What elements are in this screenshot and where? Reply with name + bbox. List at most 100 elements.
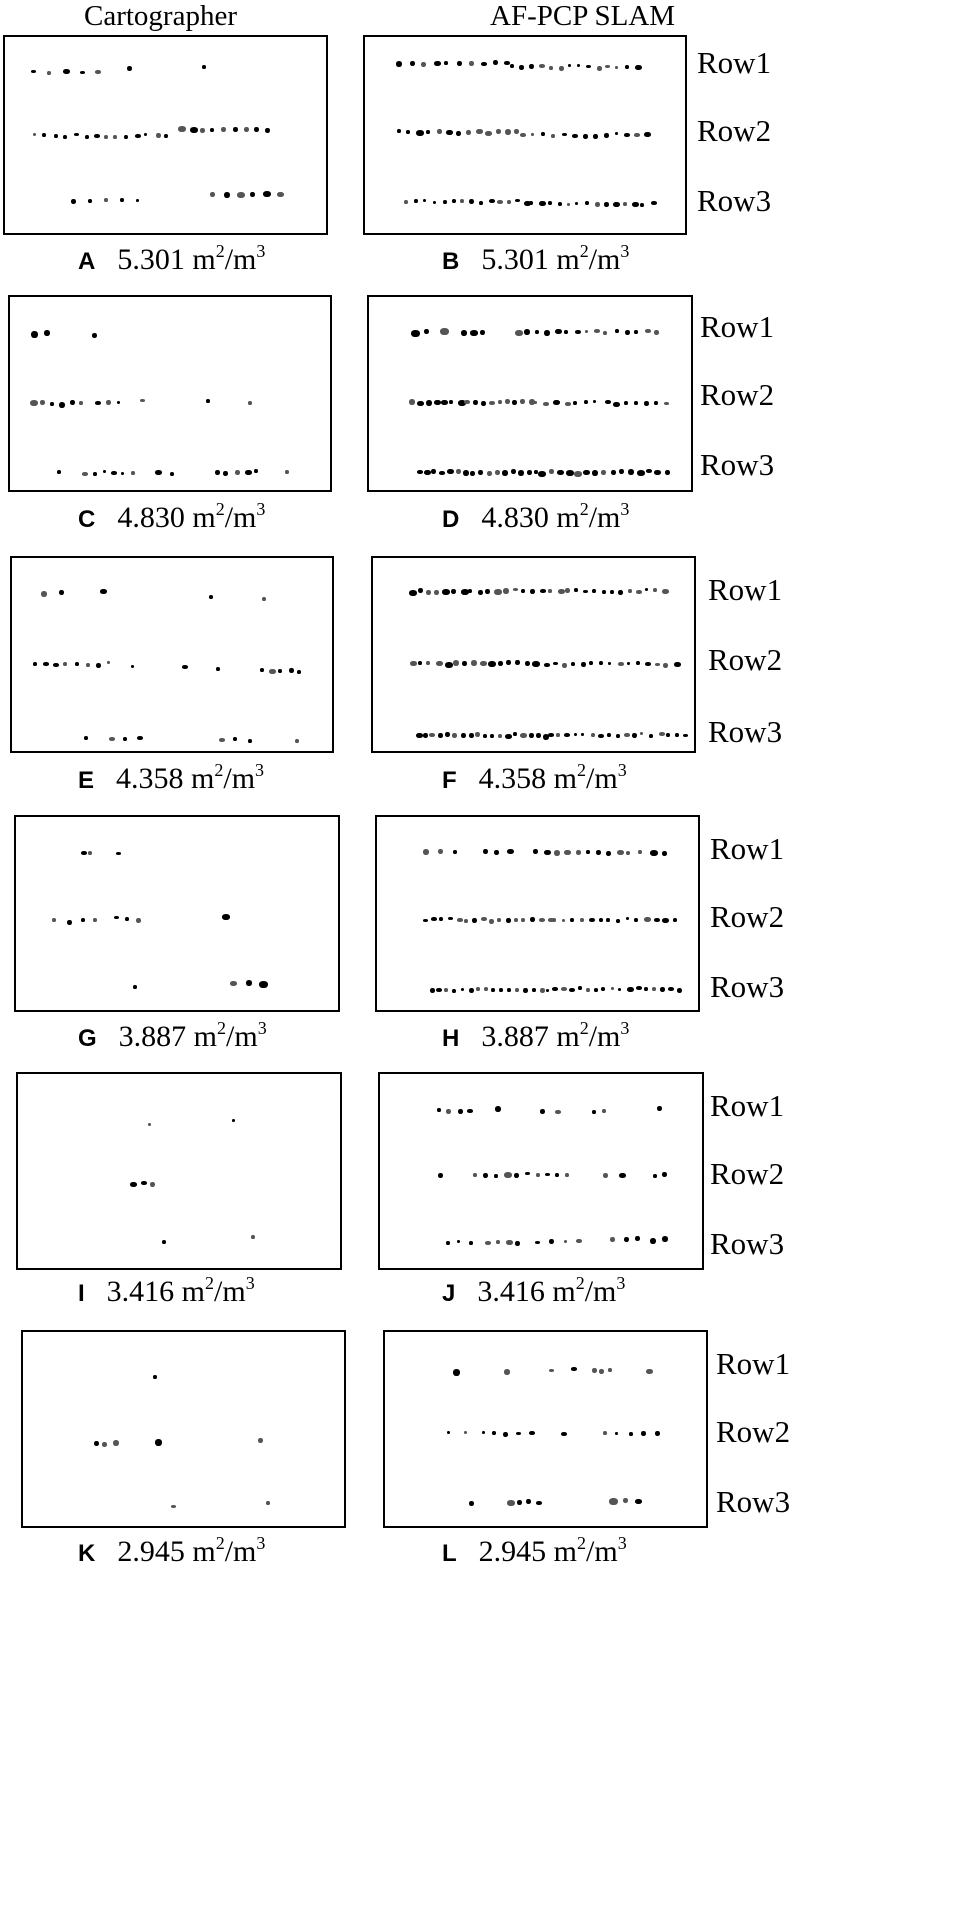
point-marker — [79, 70, 85, 74]
point-marker — [438, 849, 444, 855]
point-marker — [66, 919, 72, 925]
caption-a: A 5.301 m2/m3 — [78, 242, 265, 279]
point-marker — [181, 665, 188, 670]
area-value: 4.358 m2/m3 — [479, 761, 627, 795]
point-marker — [667, 986, 674, 991]
point-marker — [458, 1108, 464, 1114]
panel-f — [371, 556, 696, 753]
value-number: 3.416 — [477, 1275, 545, 1308]
point-marker — [103, 134, 108, 139]
point-marker — [639, 202, 644, 207]
point-marker — [494, 588, 503, 595]
point-marker — [607, 1368, 612, 1373]
point-marker — [30, 70, 36, 73]
point-marker — [445, 1240, 450, 1245]
point-marker — [580, 661, 586, 667]
point-marker — [521, 588, 526, 593]
point-marker — [469, 61, 475, 67]
point-marker — [596, 65, 602, 71]
panel-i — [16, 1072, 342, 1270]
point-marker — [221, 127, 227, 133]
unit-separator: /m — [584, 1275, 617, 1308]
area-value: 3.887 m2/m3 — [119, 1018, 267, 1053]
point-marker — [496, 918, 501, 922]
point-marker — [551, 987, 558, 992]
point-marker — [524, 329, 531, 336]
unit-base: m — [556, 243, 580, 276]
point-marker — [88, 851, 93, 856]
point-marker — [548, 469, 554, 475]
point-marker — [618, 1173, 626, 1179]
point-marker — [611, 470, 617, 476]
point-marker — [224, 192, 231, 199]
point-marker — [426, 660, 431, 665]
header-cartographer: Cartographer — [84, 0, 237, 32]
header-af-pcp-slam: AF-PCP SLAM — [490, 0, 676, 32]
point-marker — [543, 850, 551, 856]
point-marker — [560, 1431, 567, 1436]
point-marker — [63, 661, 68, 666]
point-marker — [606, 918, 611, 923]
panel-letter: J — [442, 1280, 456, 1307]
point-marker — [504, 733, 512, 739]
point-marker — [56, 470, 61, 475]
point-marker — [254, 127, 260, 133]
point-marker — [529, 1431, 536, 1436]
point-marker — [464, 1431, 468, 1435]
area-value: 3.416 m2/m3 — [106, 1274, 255, 1308]
point-marker — [482, 849, 488, 855]
point-marker — [46, 70, 51, 75]
point-marker — [494, 849, 500, 855]
point-marker — [649, 733, 654, 738]
point-marker — [592, 1367, 598, 1373]
caption-g: G 3.887 m2/m3 — [78, 1018, 267, 1056]
value-number: 4.830 — [117, 501, 185, 534]
point-marker — [609, 1497, 619, 1505]
point-marker — [502, 469, 509, 476]
point-marker — [614, 132, 618, 136]
point-marker — [650, 201, 657, 206]
point-marker — [59, 401, 66, 408]
point-marker — [524, 200, 532, 206]
point-marker — [415, 732, 423, 738]
unit-exponent: 2 — [217, 1018, 227, 1038]
point-marker — [602, 1108, 607, 1113]
point-marker — [268, 669, 276, 675]
point-marker — [610, 589, 615, 594]
point-marker — [570, 662, 575, 667]
point-marker — [601, 986, 606, 991]
point-marker — [677, 987, 683, 993]
point-marker — [635, 64, 643, 70]
point-marker — [461, 660, 467, 666]
point-marker — [626, 987, 634, 993]
point-marker — [605, 64, 611, 68]
point-marker — [571, 133, 578, 138]
unit-exponent: 3 — [616, 1273, 626, 1293]
point-marker — [71, 198, 77, 204]
panel-letter: B — [442, 248, 460, 275]
point-marker — [425, 589, 431, 595]
unit-exponent: 2 — [579, 1018, 589, 1038]
point-marker — [554, 329, 562, 335]
point-marker — [662, 589, 670, 595]
point-marker — [635, 1236, 641, 1242]
point-marker — [236, 192, 245, 199]
point-marker — [465, 130, 471, 136]
point-marker — [543, 330, 550, 337]
point-marker — [528, 733, 534, 739]
point-marker — [639, 732, 643, 736]
row-label-2: Row2 — [700, 377, 775, 412]
point-marker — [409, 60, 415, 66]
point-marker — [92, 918, 97, 923]
unit-exponent: 2 — [215, 1533, 225, 1553]
value-number: 3.416 — [106, 1275, 175, 1308]
point-marker — [507, 1499, 516, 1506]
point-marker — [580, 918, 585, 923]
unit-base: m — [192, 243, 216, 276]
point-marker — [555, 733, 560, 738]
unit-base: m — [181, 1275, 206, 1308]
unit-separator: /m — [586, 762, 618, 795]
point-marker — [604, 201, 610, 207]
unit-base: m — [556, 501, 580, 534]
point-marker — [534, 469, 539, 474]
